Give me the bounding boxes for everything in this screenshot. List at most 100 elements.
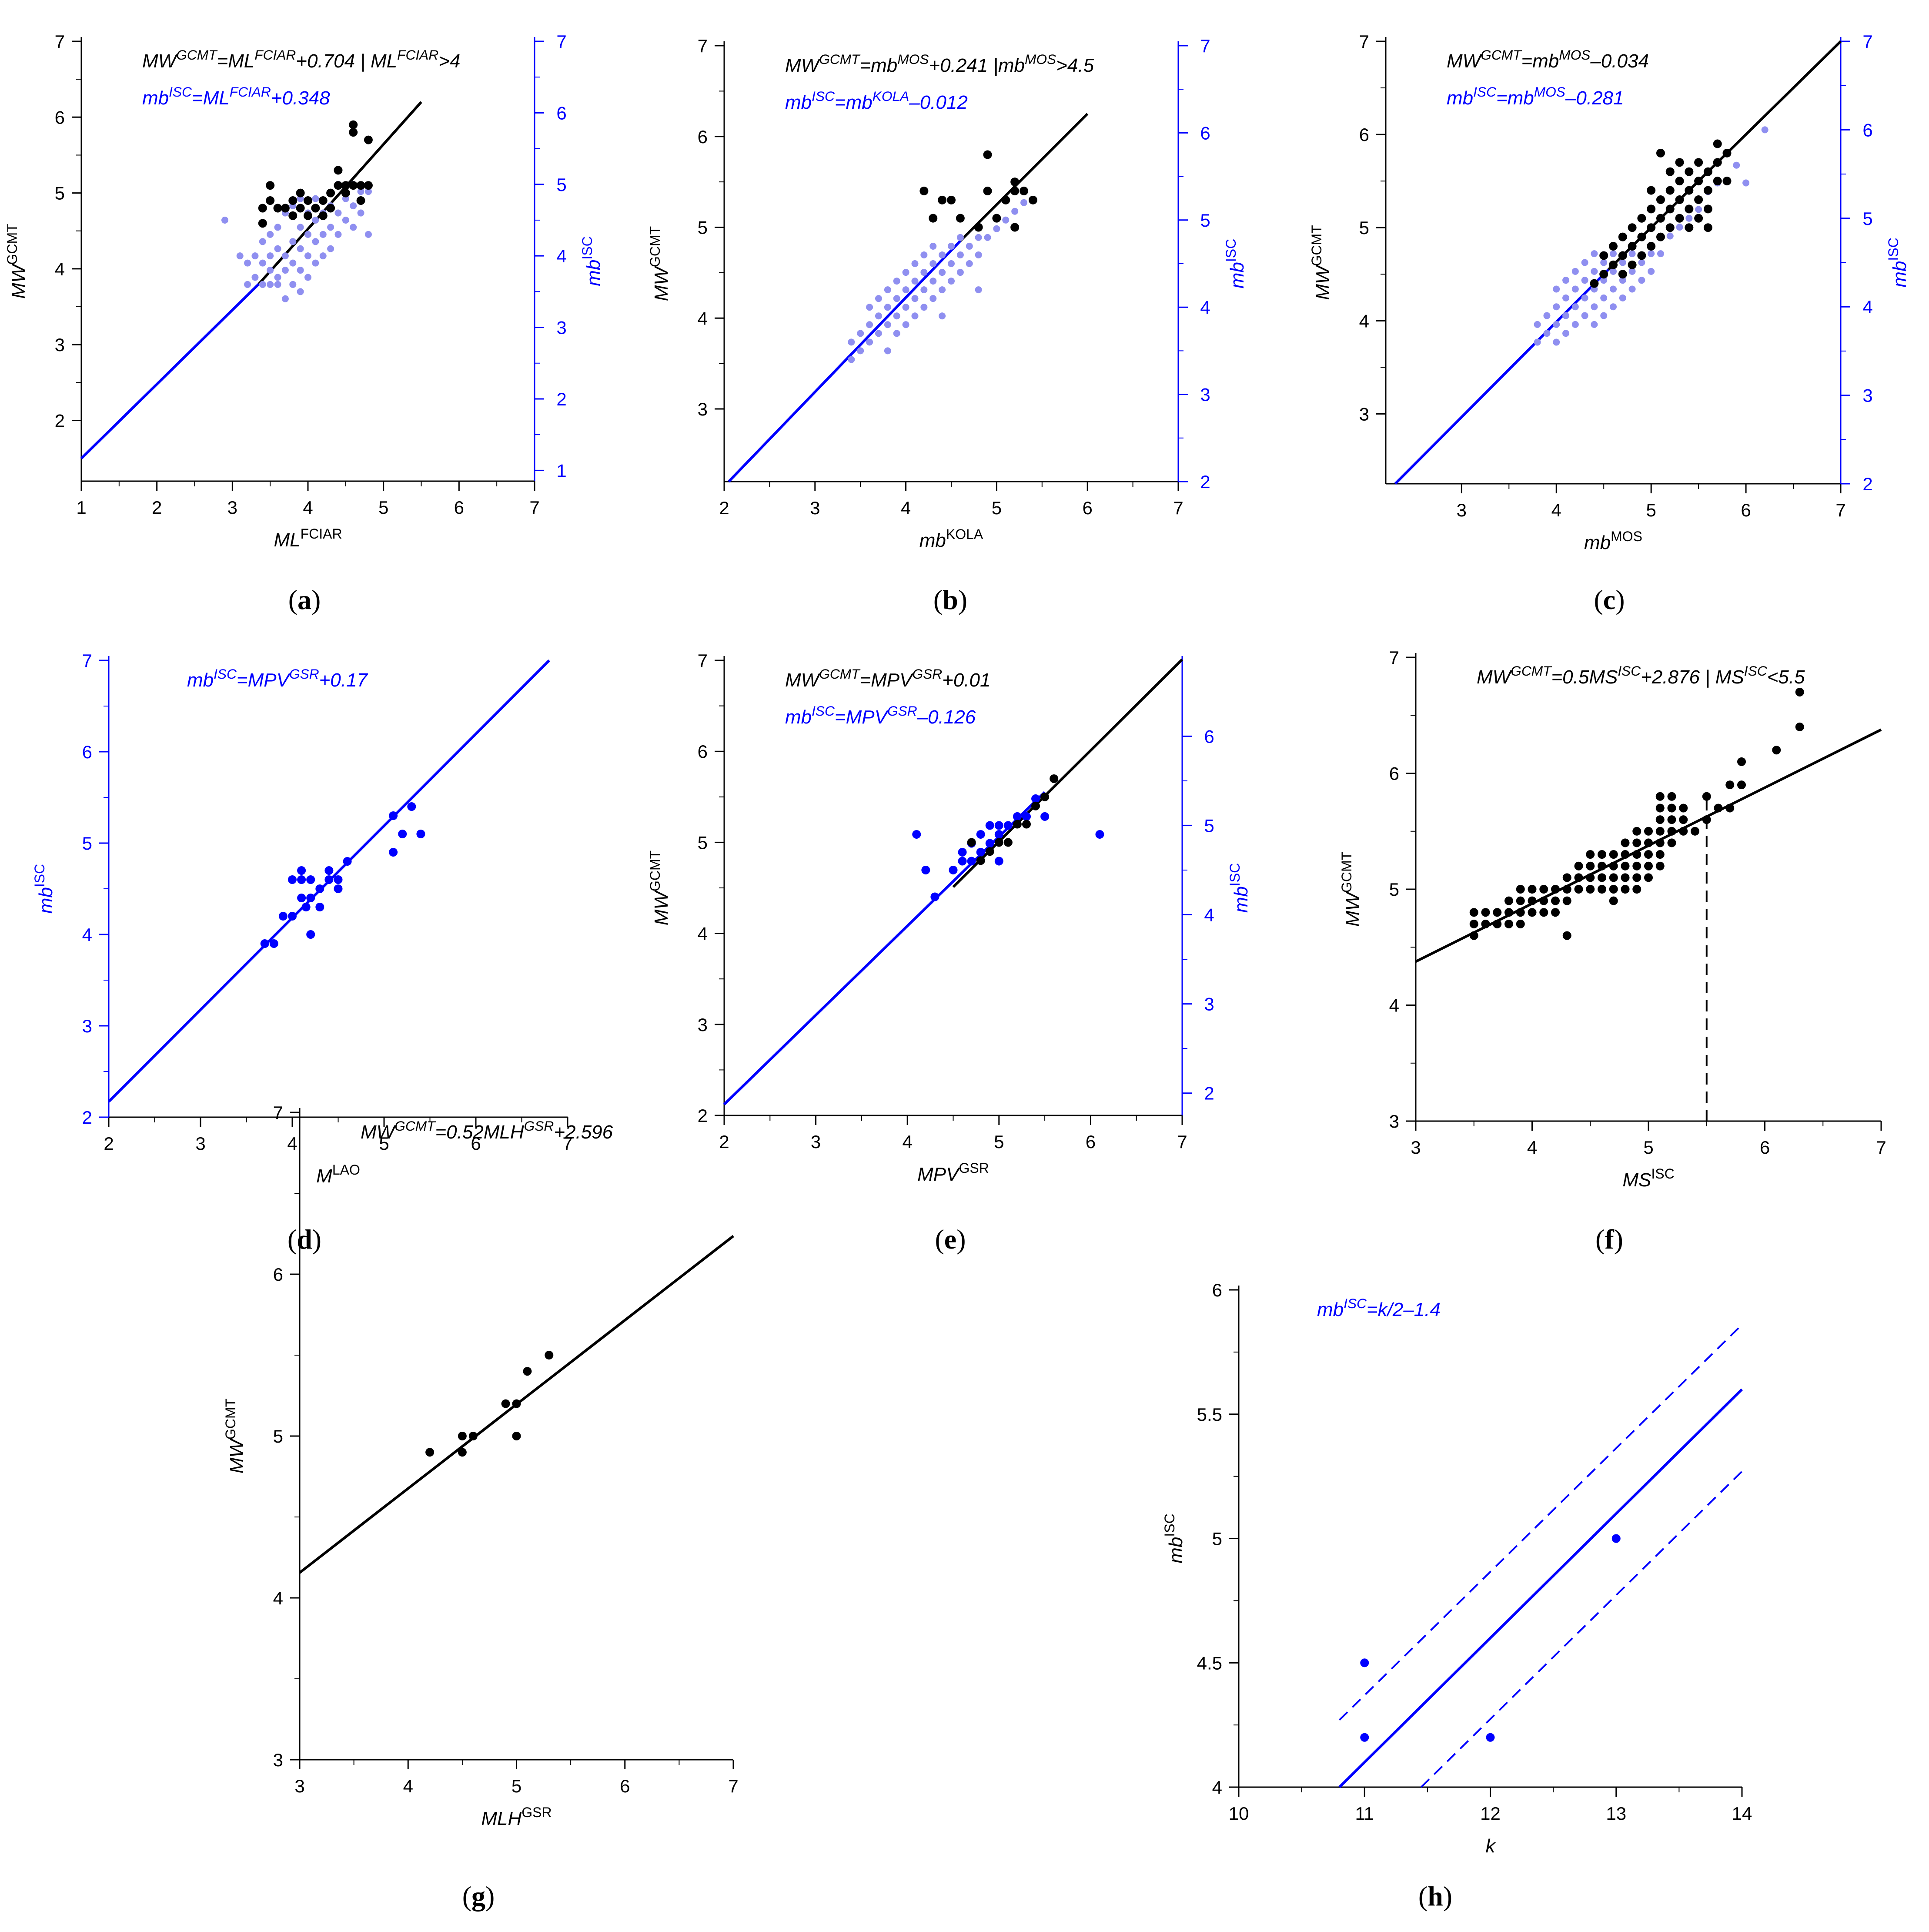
y2-tick-label: 5 — [1200, 210, 1210, 231]
y2-tick-label: 6 — [556, 103, 566, 123]
x-axis-label: mbKOLA — [919, 526, 983, 551]
y-tick-label: 3 — [1359, 404, 1369, 424]
data-point — [985, 839, 994, 848]
data-point — [1591, 321, 1598, 328]
data-point — [1691, 827, 1699, 836]
data-point — [1703, 186, 1712, 195]
data-point — [1553, 338, 1560, 346]
x-tick-label: 2 — [719, 1132, 729, 1152]
data-point — [416, 830, 425, 838]
data-point — [1581, 294, 1588, 301]
data-point — [956, 234, 964, 241]
data-point — [1571, 268, 1579, 275]
x-tick-label: 4 — [1551, 500, 1561, 520]
y-tick-label: 7 — [273, 1102, 283, 1123]
data-point — [334, 884, 343, 893]
data-point — [281, 252, 289, 260]
data-point — [1655, 792, 1665, 801]
data-point — [1586, 850, 1595, 859]
data-point — [1516, 919, 1525, 928]
equation-label: MWGCMT=mbMOS+0.241 |mbMOS>4.5 — [785, 51, 1094, 76]
y2-tick-label: 2 — [1862, 474, 1872, 494]
data-point — [985, 821, 994, 830]
fit-line — [80, 283, 260, 459]
x-axis-label: MSISC — [1622, 1166, 1674, 1191]
data-point — [1600, 312, 1608, 319]
data-point — [306, 875, 315, 884]
data-point — [1628, 242, 1637, 251]
data-point — [1621, 838, 1630, 847]
y2-axis-label: mbISC — [579, 236, 604, 286]
data-point — [356, 181, 365, 190]
y2-tick-label: 3 — [1862, 385, 1872, 406]
y-tick-label: 5 — [1212, 1529, 1222, 1549]
y-tick-label: 6 — [698, 741, 708, 762]
y2-tick-label: 4 — [556, 246, 566, 266]
y-tick-label: 4.5 — [1197, 1653, 1222, 1673]
data-point — [1574, 861, 1583, 871]
data-point — [343, 857, 352, 866]
data-point — [458, 1448, 467, 1457]
data-point — [1581, 312, 1588, 319]
y-tick-label: 4 — [698, 924, 708, 944]
y-tick-label: 6 — [273, 1264, 283, 1285]
x-axis-label: MLAO — [316, 1162, 360, 1187]
y-tick-label: 4 — [82, 924, 92, 945]
data-point — [1586, 873, 1595, 882]
y2-tick-label: 7 — [1200, 36, 1210, 56]
data-point — [349, 120, 358, 129]
y2-tick-label: 6 — [1862, 120, 1872, 140]
data-point — [1657, 250, 1664, 258]
x-tick-label: 12 — [1480, 1803, 1501, 1824]
data-point — [334, 181, 343, 190]
data-point — [1621, 873, 1630, 882]
y2-tick-label: 4 — [1862, 297, 1872, 317]
data-point — [1619, 259, 1626, 266]
x-tick-label: 1 — [76, 497, 86, 518]
data-point — [1618, 270, 1627, 279]
data-point — [1679, 815, 1688, 824]
data-point — [1647, 204, 1656, 214]
data-point — [1534, 338, 1541, 346]
x-tick-label: 5 — [512, 1776, 522, 1796]
x-tick-label: 4 — [903, 1132, 913, 1152]
data-point — [1486, 1733, 1495, 1742]
equation-label: mbISC=mbMOS–0.281 — [1447, 84, 1624, 109]
data-point — [994, 821, 1003, 830]
data-point — [1725, 780, 1735, 790]
y-tick-label: 3 — [273, 1750, 283, 1770]
data-point — [236, 252, 244, 260]
data-point — [938, 195, 947, 204]
data-point — [350, 224, 357, 231]
data-point — [911, 312, 919, 320]
data-point — [956, 251, 964, 258]
data-point — [1504, 919, 1513, 928]
data-point — [1644, 850, 1653, 859]
x-tick-label: 5 — [379, 1133, 389, 1154]
chart-panel-h: 10 11 12 13 14 4 4.5 5 5.5 6 k mbISC mbISC=k/2–1.4 (h… — [1162, 1280, 1752, 1912]
data-point — [1628, 250, 1636, 258]
data-point — [1655, 815, 1665, 824]
y-axis-label: MWGCMT — [1339, 852, 1364, 927]
data-point — [349, 181, 358, 190]
data-point — [976, 856, 985, 865]
data-point — [1574, 873, 1583, 882]
equation-label: MWGCMT=MPVGSR+0.01 — [785, 666, 990, 691]
data-point — [297, 224, 304, 231]
data-point — [274, 281, 281, 288]
data-point — [289, 281, 297, 288]
data-point — [281, 267, 289, 274]
data-point — [1571, 303, 1579, 311]
data-point — [267, 231, 274, 238]
data-point — [1360, 1658, 1369, 1667]
data-point — [1610, 250, 1617, 258]
data-point — [1725, 804, 1735, 813]
data-point — [334, 166, 343, 175]
data-point — [1553, 303, 1560, 311]
data-point — [911, 260, 919, 267]
data-point — [289, 238, 297, 245]
data-point — [341, 181, 350, 190]
data-point — [1621, 885, 1630, 894]
x-tick-label: 7 — [728, 1776, 738, 1796]
data-point — [1655, 850, 1665, 859]
